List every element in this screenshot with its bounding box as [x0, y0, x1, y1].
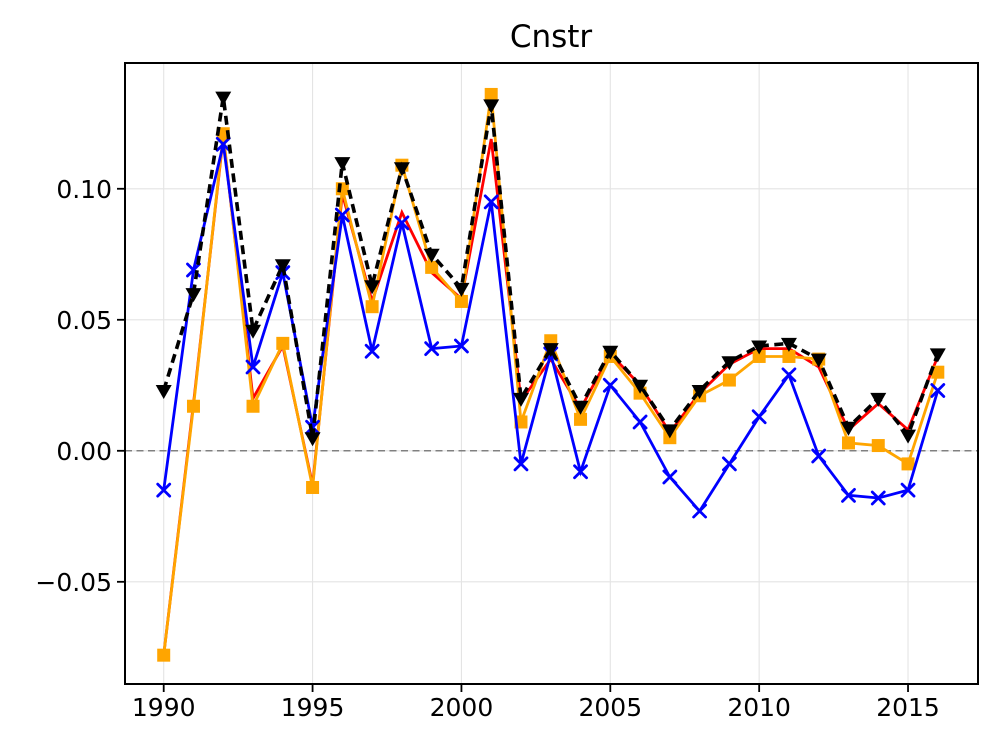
- triangle-down-marker: [810, 353, 827, 368]
- x-marker: [215, 136, 231, 152]
- grid-layer: [125, 63, 978, 684]
- x-marker: [662, 469, 678, 485]
- series-blue-x-line: [162, 143, 940, 514]
- x-marker: [870, 490, 886, 506]
- x-marker: [751, 409, 767, 425]
- x-tick-label: 2015: [876, 693, 940, 722]
- y-tick-label: 0.00: [56, 437, 112, 466]
- x-marker: [483, 194, 499, 210]
- triangle-down-marker: [929, 348, 946, 363]
- square-marker: [306, 480, 320, 494]
- triangle-down-marker: [870, 392, 887, 407]
- y-tick-label: 0.10: [56, 175, 112, 204]
- triangle-down-marker: [483, 99, 500, 114]
- x-marker: [841, 487, 856, 503]
- triangle-down-marker: [274, 259, 291, 274]
- triangle-down-marker: [423, 248, 440, 263]
- triangle-down-marker: [751, 340, 768, 355]
- x-marker: [811, 448, 827, 464]
- x-marker: [721, 456, 737, 472]
- square-marker: [574, 412, 588, 426]
- x-marker: [930, 383, 946, 398]
- series-red-line: [162, 136, 940, 656]
- x-marker: [245, 359, 261, 375]
- x-marker: [454, 338, 469, 354]
- square-marker: [454, 294, 468, 308]
- square-marker: [365, 300, 379, 314]
- triangle-down-marker: [393, 162, 410, 177]
- triangle-down-marker: [780, 337, 797, 352]
- square-marker: [722, 373, 736, 387]
- y-tick-label: 0.05: [56, 306, 112, 335]
- square-marker: [931, 365, 945, 379]
- x-marker: [632, 414, 648, 430]
- chart-title: Cnstr: [510, 19, 593, 55]
- x-marker: [424, 341, 440, 357]
- square-marker: [901, 457, 915, 471]
- triangle-down-marker: [304, 432, 321, 447]
- x-marker: [156, 482, 172, 498]
- series-black-dashed-triangles-line: [161, 96, 940, 439]
- x-marker: [394, 215, 410, 231]
- square-marker: [782, 349, 796, 363]
- triangle-down-marker: [900, 429, 917, 444]
- triangle-down-marker: [453, 282, 470, 297]
- triangle-down-marker: [215, 91, 232, 106]
- x-marker: [513, 456, 529, 472]
- axes-layer: 1990 1995 2000 2005 2010 2015 −0.05 0.00 0.05 0.1…: [35, 62, 979, 722]
- triangle-down-marker: [334, 157, 351, 172]
- series-black-dashed-triangles: [155, 91, 946, 447]
- x-tick-label: 2005: [578, 693, 642, 722]
- x-marker: [900, 482, 916, 498]
- square-marker: [752, 349, 766, 363]
- series-layer: [155, 87, 946, 662]
- square-marker: [841, 436, 855, 450]
- x-marker: [573, 464, 588, 480]
- square-marker: [157, 648, 171, 662]
- x-tick-label: 2000: [430, 693, 494, 722]
- series-red-line-line: [162, 136, 940, 656]
- y-tick-label: −0.05: [35, 568, 112, 597]
- triangle-down-marker: [840, 421, 857, 436]
- triangle-down-marker: [364, 280, 381, 295]
- x-marker: [781, 367, 797, 383]
- square-marker: [425, 260, 439, 274]
- square-marker: [246, 399, 260, 413]
- triangle-down-marker: [661, 424, 678, 439]
- plot-frame: [124, 62, 979, 685]
- square-marker: [871, 439, 885, 453]
- triangle-down-marker: [512, 392, 529, 407]
- triangle-down-marker: [245, 324, 262, 339]
- triangle-down-marker: [155, 385, 172, 400]
- series-blue-x: [156, 136, 946, 519]
- triangle-down-marker: [542, 343, 559, 358]
- triangle-down-marker: [632, 379, 649, 394]
- x-tick-label: 1995: [281, 693, 345, 722]
- x-tick-label: 1990: [132, 693, 196, 722]
- triangle-down-marker: [185, 288, 202, 303]
- x-marker: [364, 343, 380, 359]
- x-marker: [692, 503, 708, 519]
- triangle-down-marker: [721, 356, 738, 371]
- x-marker: [334, 207, 350, 223]
- triangle-down-marker: [602, 345, 619, 360]
- triangle-down-marker: [572, 400, 589, 415]
- x-marker: [602, 377, 618, 393]
- x-tick-label: 2010: [727, 693, 791, 722]
- triangle-down-marker: [691, 385, 708, 400]
- square-marker: [484, 87, 498, 101]
- square-marker: [186, 399, 200, 413]
- square-marker: [276, 336, 290, 350]
